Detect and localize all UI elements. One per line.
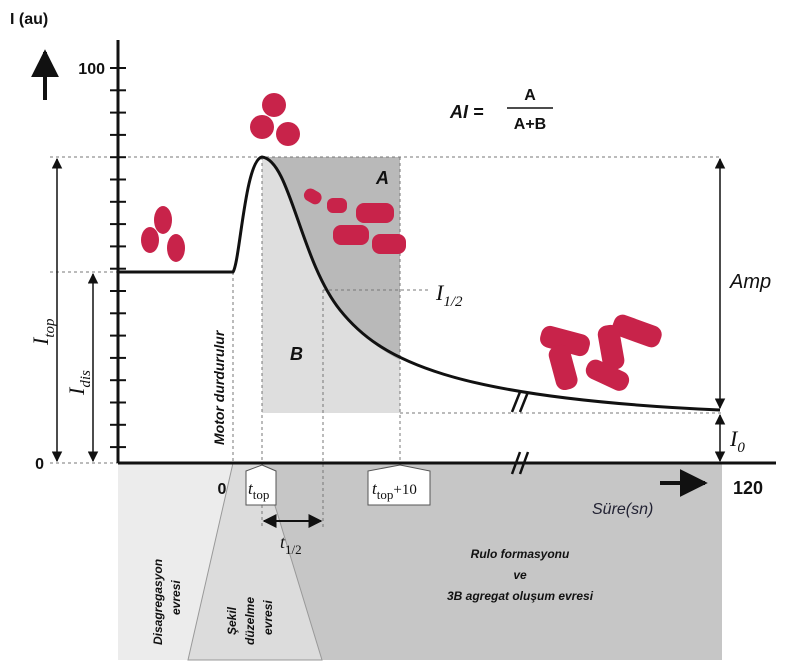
formula-denominator: A+B [514, 116, 546, 133]
region-b-label: B [290, 344, 303, 364]
phase-label: Disagregasyon [151, 559, 165, 645]
i-top-label: Itop [28, 318, 58, 346]
phase-label: Rulo formasyonu [471, 547, 570, 561]
phase-label: ve [513, 568, 527, 582]
y-axis-label: I (au) [10, 11, 48, 28]
x-end-label: 120 [733, 478, 763, 498]
i0-label: I0 [729, 426, 745, 456]
x-start-label: 0 [218, 481, 227, 498]
phase-label: 3B agregat oluşum evresi [447, 589, 594, 603]
phase-label: Şekil [225, 606, 239, 635]
amp-label: Amp [729, 271, 771, 293]
phase-label: evresi [261, 600, 275, 635]
diagram: I (au) 100 0 Itop Idis Motor durdurulur … [0, 0, 788, 662]
x-axis-label: Süre(sn) [592, 501, 653, 518]
phase-label: düzelme [243, 597, 257, 645]
curve [118, 157, 720, 410]
y-tick-label: 100 [78, 61, 105, 78]
i-dis-label: Idis [64, 370, 94, 396]
y-tick-label: 0 [35, 456, 44, 473]
formula-numerator: A [524, 87, 536, 104]
formula-lhs: AI = [449, 102, 484, 122]
phase-label: evresi [169, 580, 183, 615]
motor-label: Motor durdurulur [211, 329, 227, 445]
region-a-label: A [375, 168, 389, 188]
i-half-label: I1/2 [435, 280, 463, 310]
